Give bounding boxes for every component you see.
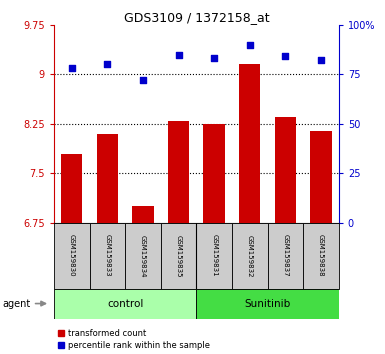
Point [211, 56, 217, 61]
Bar [196, 289, 339, 319]
Text: GSM159832: GSM159832 [247, 234, 253, 277]
Point [247, 42, 253, 47]
Bar [125, 223, 161, 289]
Bar [168, 121, 189, 223]
Text: control: control [107, 298, 143, 309]
Bar [54, 289, 196, 319]
Text: GSM159833: GSM159833 [104, 234, 110, 277]
Title: GDS3109 / 1372158_at: GDS3109 / 1372158_at [124, 11, 269, 24]
Text: GSM159837: GSM159837 [282, 234, 288, 277]
Bar [97, 134, 118, 223]
Bar [275, 117, 296, 223]
Text: GSM159831: GSM159831 [211, 234, 217, 277]
Point [282, 54, 288, 59]
Bar [90, 223, 125, 289]
Bar [303, 223, 339, 289]
Legend: transformed count, percentile rank within the sample: transformed count, percentile rank withi… [58, 329, 210, 350]
Bar [54, 223, 90, 289]
Bar [310, 131, 332, 223]
Bar [203, 124, 225, 223]
Point [318, 58, 324, 63]
Bar [239, 64, 260, 223]
Text: GSM159830: GSM159830 [69, 234, 75, 277]
Text: GSM159834: GSM159834 [140, 234, 146, 277]
Bar [132, 206, 154, 223]
Point [104, 62, 110, 67]
Text: GSM159838: GSM159838 [318, 234, 324, 277]
Point [69, 65, 75, 71]
Point [140, 78, 146, 83]
Point [176, 52, 182, 57]
Bar [161, 223, 196, 289]
Bar [196, 223, 232, 289]
Bar [61, 154, 82, 223]
Text: Sunitinib: Sunitinib [244, 298, 291, 309]
Bar [232, 223, 268, 289]
Text: GSM159835: GSM159835 [176, 234, 182, 277]
Bar [268, 223, 303, 289]
Text: agent: agent [2, 298, 30, 309]
